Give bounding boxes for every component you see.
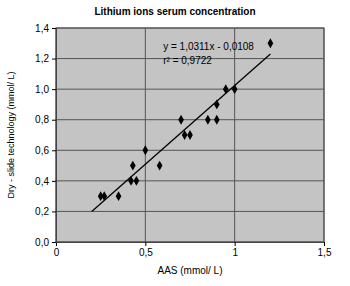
y-tick: 0,6	[35, 145, 56, 156]
chart: 0 0,5 1 1,5 0,0 0,2 0,4 0,6 0,8 1,0 1,2 1,4 Lithium …	[0, 0, 350, 286]
y-tick-label: 0,4	[35, 176, 49, 187]
grid-line	[56, 89, 324, 90]
grid-line	[56, 28, 324, 29]
grid-line	[56, 150, 324, 151]
y-tick-label: 0,2	[35, 206, 49, 217]
y-tick-mark	[52, 120, 56, 121]
point	[187, 130, 193, 140]
annotation: r² = 0,9722	[163, 55, 212, 66]
marks	[92, 38, 274, 211]
point	[130, 161, 136, 171]
x-tick-mark	[324, 242, 325, 246]
grid-line	[56, 211, 324, 212]
y-axis-title: Dry - slide technology (mmol/ L)	[6, 71, 16, 198]
x-tick-mark	[235, 242, 236, 246]
y-tick-mark	[52, 89, 56, 90]
grid-line	[56, 119, 324, 120]
point	[142, 145, 148, 155]
x-tick: 1,5	[318, 242, 332, 258]
grid	[56, 28, 324, 242]
y-tick-mark	[52, 59, 56, 60]
y-tick-label: 0,8	[35, 114, 49, 125]
x-axis-title: AAS (mmol/ L)	[157, 265, 222, 276]
grid-line	[145, 28, 146, 242]
x-tick-label: 0	[54, 247, 60, 258]
trend-line	[92, 54, 271, 211]
title: Lithium ions serum concentration	[94, 6, 255, 17]
y-tick: 0,4	[35, 176, 56, 187]
x-axis-line	[57, 243, 325, 247]
plot: 0 0,5 1 1,5 0,0 0,2 0,4 0,6 0,8 1,0 1,2 1,4	[35, 23, 332, 258]
annotation: y = 1,0311x - 0,0108	[163, 41, 254, 52]
point	[205, 115, 211, 125]
y-tick: 1,2	[35, 53, 56, 64]
point	[214, 115, 220, 125]
x-tick-label: 1,5	[318, 247, 332, 258]
y-tick-label: 1,0	[35, 84, 49, 95]
y-tick: 0,2	[35, 206, 56, 217]
y-axis: 0,0 0,2 0,4 0,6 0,8 1,0 1,2 1,4	[35, 23, 56, 248]
point	[116, 191, 122, 201]
y-tick: 0,8	[35, 114, 56, 125]
x-tick: 0	[54, 242, 60, 258]
y-tick-mark	[52, 181, 56, 182]
grid-line	[324, 28, 325, 242]
grid-line	[56, 180, 324, 181]
y-tick-mark	[52, 150, 56, 151]
y-tick: 0,0	[35, 237, 56, 248]
annotations: y = 1,0311x - 0,0108 r² = 0,9722	[163, 41, 254, 66]
y-axis-line	[52, 29, 57, 243]
x-tick: 1	[232, 242, 238, 258]
x-tick-mark	[145, 242, 146, 246]
x-tick: 0,5	[139, 242, 153, 258]
grid-line	[234, 28, 235, 242]
plot-background	[56, 28, 324, 242]
y-tick: 1,0	[35, 84, 56, 95]
point	[134, 176, 140, 186]
point	[268, 38, 274, 48]
point	[178, 115, 184, 125]
y-tick-mark	[52, 28, 56, 29]
y-tick-mark	[52, 211, 56, 212]
y-tick-mark	[52, 242, 56, 243]
y-tick-label: 1,2	[35, 53, 49, 64]
y-tick: 1,4	[35, 23, 56, 34]
x-axis: 0 0,5 1 1,5	[54, 242, 332, 258]
x-tick-label: 0,5	[139, 247, 153, 258]
y-tick-label: 0,6	[35, 145, 49, 156]
y-tick-label: 1,4	[35, 23, 49, 34]
point	[157, 161, 163, 171]
y-tick-label: 0,0	[35, 237, 49, 248]
x-tick-label: 1	[232, 247, 238, 258]
